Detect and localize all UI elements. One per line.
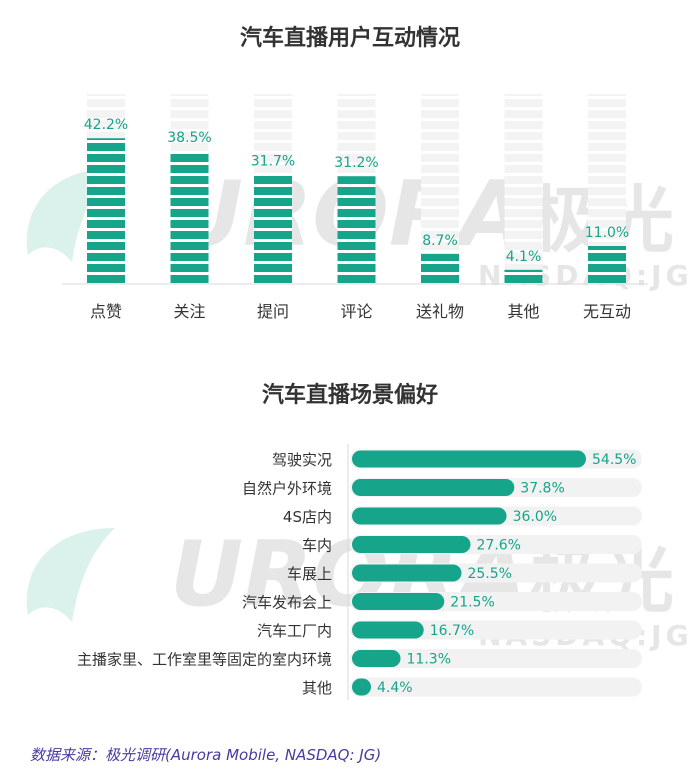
bar-4 [337, 176, 376, 284]
watermark-logo-shape-2 [26, 528, 116, 622]
y-tick-label-2: 自然户外环境 [242, 480, 332, 498]
hbar-value-label-1: 54.5% [592, 452, 636, 468]
hbar-value-label-7: 16.7% [430, 623, 474, 639]
bar-6 [504, 269, 543, 284]
hbar-9 [352, 678, 371, 696]
y-tick-label-6: 汽车发布会上 [242, 594, 332, 612]
data-source: 数据来源：极光调研(Aurora Mobile, NASDAQ: JG) [30, 746, 382, 764]
bar-value-label-7: 11.0% [585, 225, 629, 241]
x-tick-label-1: 点赞 [90, 302, 122, 321]
y-tick-label-7: 汽车工厂内 [257, 622, 332, 640]
hbar-3 [352, 507, 507, 525]
hbar-value-label-5: 25.5% [467, 566, 511, 582]
bar-3 [254, 174, 292, 284]
hbar-value-label-2: 37.8% [520, 481, 564, 497]
hbar-value-label-4: 27.6% [477, 538, 521, 554]
y-tick-label-4: 车内 [302, 537, 332, 555]
hbar-2 [352, 479, 515, 496]
x-tick-label-4: 评论 [340, 302, 372, 321]
x-tick-label-6: 其他 [507, 302, 539, 321]
x-tick-label-7: 无互动 [583, 302, 631, 321]
bar-track-5 [421, 94, 459, 284]
y-tick-label-9: 其他 [302, 679, 332, 697]
x-tick-label-3: 提问 [257, 302, 289, 321]
y-tick-label-1: 驾驶实况 [272, 451, 332, 469]
hbar-4 [352, 536, 471, 553]
hbar-5 [352, 564, 462, 582]
x-tick-label-5: 送礼物 [416, 302, 464, 321]
hbar-track-7 [350, 620, 642, 640]
hbar-8 [352, 650, 401, 667]
chart1-title: 汽车直播用户互动情况 [239, 26, 460, 51]
x-tick-label-2: 关注 [173, 302, 205, 321]
hbar-7 [352, 621, 424, 639]
chart2-title: 汽车直播场景偏好 [261, 383, 438, 408]
bar-1 [87, 138, 125, 284]
bar-value-label-1: 42.2% [84, 117, 128, 133]
bar-value-label-2: 38.5% [167, 130, 211, 146]
bar-2 [170, 151, 209, 284]
hbar-track-9 [350, 677, 642, 697]
bar-track-6 [504, 94, 543, 284]
hbar-value-label-8: 11.3% [407, 652, 451, 668]
y-tick-label-3: 4S店内 [283, 508, 332, 526]
chart2-layer: 54.5% 驾驶实况 37.8% 自然户外环境 36.0% 4S店内 27.6% 车内 25.5… [77, 444, 642, 700]
y-tick-label-5: 车展上 [287, 565, 332, 583]
hbar-track-8 [350, 649, 642, 668]
hbar-value-label-9: 4.4% [377, 680, 413, 696]
bar-7 [588, 246, 626, 284]
hbar-1 [352, 450, 586, 468]
bar-value-label-6: 4.1% [506, 249, 542, 265]
hbar-value-label-3: 36.0% [513, 509, 557, 525]
hbar-value-label-6: 21.5% [450, 595, 494, 611]
bar-value-label-4: 31.2% [334, 155, 378, 171]
y-tick-label-8: 主播家里、工作室里等固定的室内环境 [77, 651, 332, 669]
bar-value-label-5: 8.7% [422, 233, 458, 249]
chart1-layer: 42.2% 点赞 38.5% 关注 31.7% 提问 31.2% 评论 8.7% 送礼物 4.1% 其… [62, 94, 648, 321]
hbar-6 [352, 593, 445, 610]
bar-5 [421, 253, 459, 284]
bar-value-label-3: 31.7% [251, 153, 295, 169]
